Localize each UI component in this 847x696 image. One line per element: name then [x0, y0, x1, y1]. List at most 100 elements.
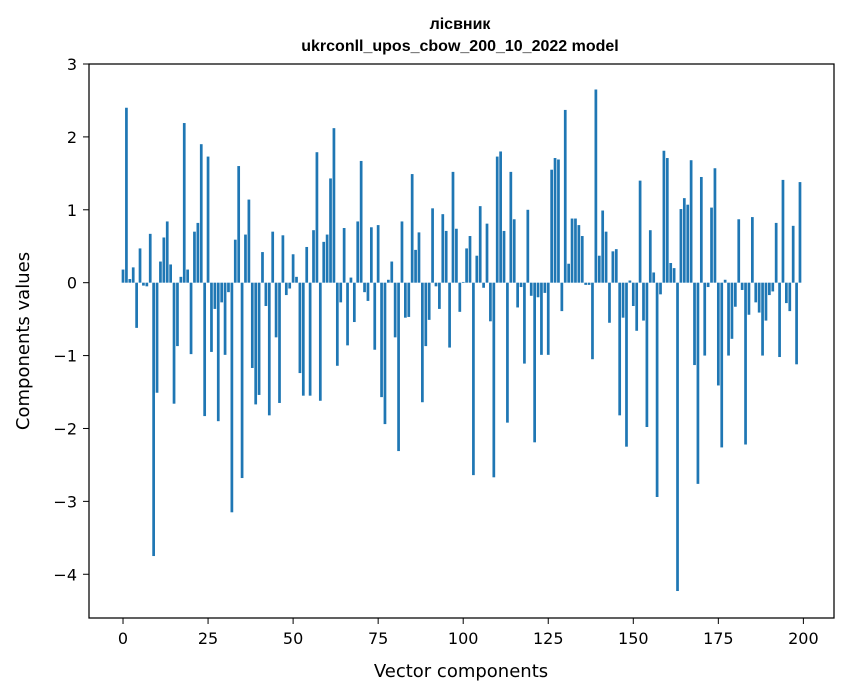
bar [393, 282, 397, 338]
bar [757, 282, 761, 313]
bar [638, 180, 642, 283]
bar [305, 246, 309, 283]
y-axis-ticks: −4 −3 −2 −1 0 1 2 3 [53, 55, 89, 584]
bar [434, 282, 438, 287]
chart-subtitle: ukrconll_upos_cbow_200_10_2022 model [301, 38, 618, 55]
bar [125, 107, 128, 283]
y-tick-label: −2 [53, 419, 77, 438]
bar [567, 263, 571, 283]
bar [448, 282, 451, 348]
bar [502, 230, 506, 283]
bar [254, 282, 258, 405]
bar [312, 230, 315, 283]
y-tick-label: −1 [53, 347, 77, 366]
bar [278, 282, 281, 403]
bar [526, 209, 530, 283]
bar [761, 282, 764, 356]
bar [152, 282, 155, 557]
bar [220, 282, 224, 303]
bar [587, 282, 591, 285]
bar [373, 282, 377, 350]
bar [631, 282, 635, 307]
bar [414, 249, 417, 283]
bar [720, 282, 724, 448]
bar [628, 280, 632, 283]
bar [274, 282, 278, 338]
bar [655, 282, 659, 497]
bar [380, 282, 383, 398]
bar [601, 210, 605, 283]
bar [404, 282, 407, 318]
bar [138, 248, 142, 283]
bar [458, 282, 462, 312]
bar [441, 214, 445, 283]
bar [315, 152, 319, 283]
bar [751, 217, 754, 283]
bar [642, 282, 645, 321]
bar [781, 179, 785, 283]
bar [730, 282, 734, 339]
bar [482, 282, 485, 288]
bar [710, 207, 713, 283]
bar [444, 230, 448, 283]
bar [744, 282, 747, 445]
bar [516, 282, 519, 308]
bar [301, 282, 305, 396]
bar [335, 282, 339, 366]
bar [665, 158, 669, 283]
bar [332, 128, 336, 283]
bar [284, 282, 288, 296]
bar [492, 282, 496, 478]
bar [611, 251, 615, 283]
bar [223, 282, 227, 355]
bar [791, 225, 795, 283]
bar [438, 282, 441, 309]
bar [540, 282, 543, 355]
bar [325, 234, 329, 283]
bar [465, 248, 468, 283]
bar [560, 282, 564, 312]
bar [614, 249, 618, 283]
y-tick-label: −3 [53, 492, 77, 511]
bar [203, 282, 207, 417]
bar [523, 282, 526, 364]
bar [356, 221, 360, 283]
bar [288, 282, 292, 289]
y-tick-label: 1 [67, 201, 77, 220]
x-tick-label: 100 [448, 629, 479, 648]
bar [165, 221, 169, 283]
bar [768, 282, 771, 296]
bar [733, 282, 737, 307]
bar [672, 268, 676, 283]
bar [298, 282, 302, 374]
bar [557, 159, 560, 283]
bar [308, 282, 312, 396]
bar [519, 282, 523, 288]
x-tick-label: 200 [788, 629, 819, 648]
bar [142, 282, 145, 286]
bar [485, 223, 489, 283]
bar [798, 182, 802, 283]
bar [489, 282, 492, 322]
bar [451, 171, 455, 283]
bar [261, 252, 264, 283]
bar [352, 282, 356, 323]
bar [237, 166, 241, 283]
bar [468, 236, 472, 283]
bar [764, 282, 768, 321]
bar [785, 282, 788, 304]
bar [295, 276, 298, 283]
bar [213, 282, 217, 309]
bar [512, 219, 516, 283]
bar [329, 178, 332, 283]
bar [546, 282, 550, 355]
bar [509, 171, 513, 283]
bar [383, 282, 387, 425]
bar [431, 208, 434, 283]
bar [155, 282, 159, 393]
bar [186, 269, 190, 283]
bar [216, 282, 220, 422]
bar [591, 282, 594, 360]
y-axis-label: Components values [13, 252, 34, 430]
bar [621, 282, 625, 318]
